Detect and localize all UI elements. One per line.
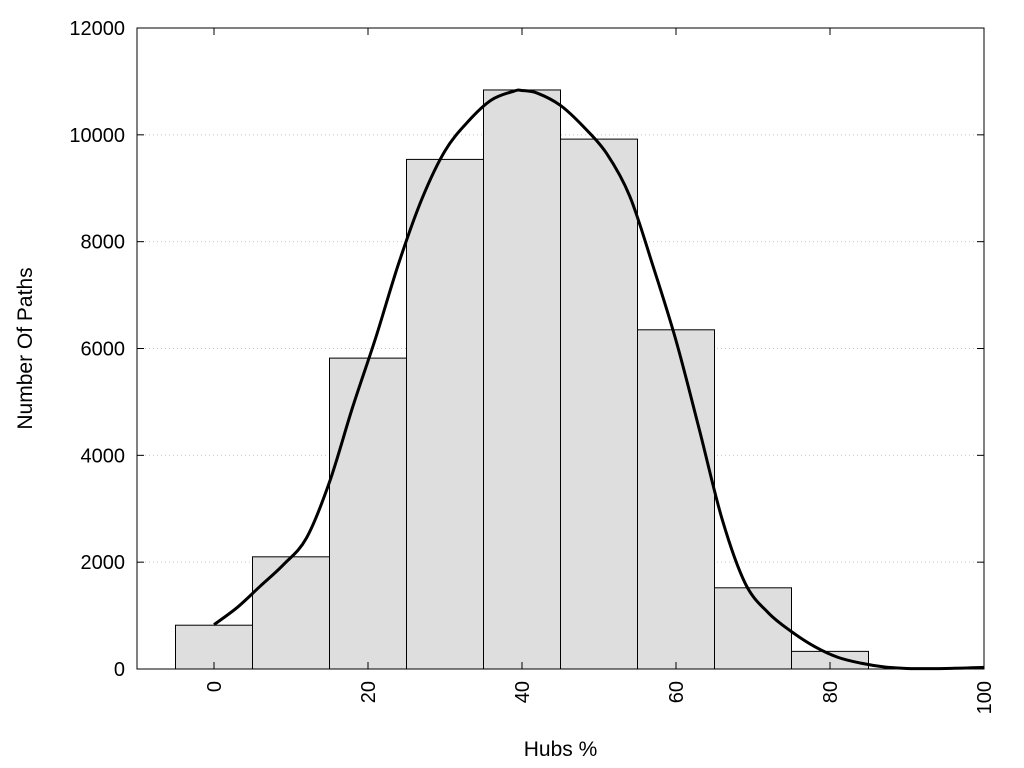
y-tick-label: 10000 bbox=[69, 125, 125, 147]
histogram-bar bbox=[483, 89, 561, 670]
density-curve-layer bbox=[213, 88, 985, 671]
y-axis-title: Number Of Paths bbox=[14, 267, 37, 429]
y-tick-label: 6000 bbox=[81, 339, 126, 361]
y-tick-label: 12000 bbox=[69, 18, 125, 40]
histogram-bar bbox=[560, 138, 638, 670]
histogram-bars bbox=[175, 89, 869, 670]
y-tick-label: 2000 bbox=[81, 552, 126, 574]
x-tick-label: 60 bbox=[666, 681, 688, 703]
x-tick-label: 20 bbox=[358, 681, 380, 703]
y-axis-ticks: 0 2000 4000 6000 8000 10000 12000 bbox=[69, 18, 984, 681]
x-tick-label: 100 bbox=[974, 681, 996, 714]
y-tick-label: 8000 bbox=[81, 232, 126, 254]
histogram-bar bbox=[329, 357, 407, 670]
histogram-bar bbox=[406, 158, 484, 670]
x-tick-label: 80 bbox=[820, 681, 842, 703]
x-tick-label: 40 bbox=[512, 681, 534, 703]
histogram-bar bbox=[252, 556, 330, 670]
x-axis-ticks: 0 20 40 60 80 100 bbox=[204, 28, 996, 714]
density-curve bbox=[213, 88, 985, 671]
y-tick-label: 4000 bbox=[81, 445, 126, 467]
histogram-bar bbox=[714, 587, 792, 670]
x-axis-title: Hubs % bbox=[524, 738, 598, 761]
x-tick-label: 0 bbox=[204, 681, 226, 692]
histogram-bar bbox=[637, 329, 715, 670]
histogram-bar bbox=[175, 624, 253, 670]
y-tick-label: 0 bbox=[114, 659, 125, 681]
